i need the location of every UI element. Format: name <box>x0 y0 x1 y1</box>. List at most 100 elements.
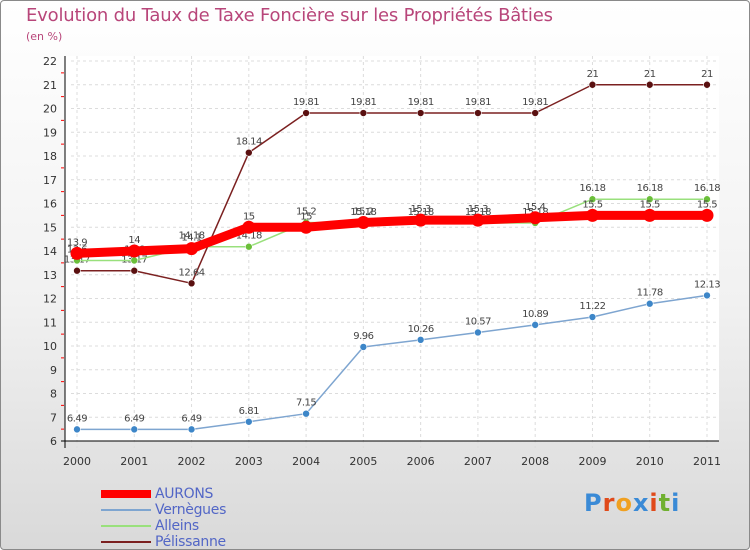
data-label-aurons: 15.4 <box>525 202 545 213</box>
data-point-aurons <box>242 220 256 234</box>
x-tick-label: 2000 <box>63 455 91 468</box>
data-label-alleins: 16.18 <box>694 183 720 194</box>
legend-item-alleins: Alleins <box>101 518 226 534</box>
data-point-vernegues <box>359 343 368 351</box>
data-point-pelissanne <box>645 80 654 89</box>
data-label-vernegues: 10.57 <box>465 316 491 327</box>
data-label-pelissanne: 21 <box>701 69 713 80</box>
data-point-aurons <box>70 246 84 260</box>
data-point-aurons <box>185 242 199 256</box>
data-label-aurons: 15.5 <box>582 199 602 210</box>
x-tick-label: 2001 <box>120 455 148 468</box>
data-label-vernegues: 9.96 <box>353 331 373 342</box>
data-label-pelissanne: 19.81 <box>465 97 491 108</box>
x-tick-label: 2006 <box>407 455 435 468</box>
data-label-vernegues: 12.13 <box>694 279 720 290</box>
data-point-aurons <box>528 211 542 225</box>
logo-letter: x <box>632 489 650 517</box>
x-tick-label: 2008 <box>521 455 549 468</box>
y-tick-label: 19 <box>43 126 57 139</box>
data-label-aurons: 15.2 <box>353 207 373 218</box>
data-label-alleins: 14.18 <box>236 231 262 242</box>
data-point-vernegues <box>245 417 253 426</box>
y-tick-label: 21 <box>43 79 57 92</box>
data-label-vernegues: 11.22 <box>579 301 605 312</box>
data-label-aurons: 15.3 <box>468 204 488 215</box>
data-label-alleins: 15.18 <box>408 207 434 218</box>
data-label-pelissanne: 19.81 <box>293 97 319 108</box>
data-point-vernegues <box>130 425 139 434</box>
data-label-aurons: 15.5 <box>640 199 660 210</box>
y-tick-label: 8 <box>50 388 57 401</box>
data-label-pelissanne: 18.14 <box>236 137 262 148</box>
legend-item-aurons: AURONS <box>101 486 226 502</box>
y-tick-label: 6 <box>50 435 57 448</box>
data-label-pelissanne: 19.81 <box>522 97 548 108</box>
y-tick-label: 10 <box>43 340 57 353</box>
data-label-alleins: 15.18 <box>350 207 376 218</box>
data-point-alleins <box>130 256 139 265</box>
data-label-pelissanne: 19.81 <box>408 97 434 108</box>
data-label-pelissanne: 21 <box>644 69 656 80</box>
data-label-aurons: 15 <box>300 211 312 222</box>
data-point-pelissanne <box>703 80 711 89</box>
data-label-pelissanne: 21 <box>587 69 599 80</box>
y-tick-label: 20 <box>43 103 57 116</box>
legend: AURONS Vernègues Alleins Pélissanne <box>101 486 226 549</box>
data-label-alleins: 16.18 <box>637 183 663 194</box>
x-tick-label: 2003 <box>235 455 263 468</box>
data-label-vernegues: 6.49 <box>181 413 201 424</box>
data-label-aurons: 15.5 <box>697 199 717 210</box>
data-point-aurons <box>700 208 714 222</box>
data-point-vernegues <box>416 336 425 344</box>
legend-swatch-pelissanne <box>101 541 151 543</box>
data-point-pelissanne <box>302 109 310 117</box>
data-point-aurons <box>471 213 485 227</box>
data-point-aurons <box>356 216 370 229</box>
series-line-aurons <box>72 210 712 258</box>
data-point-aurons <box>585 208 599 222</box>
data-point-pelissanne <box>474 109 482 117</box>
y-tick-label: 15 <box>43 221 57 234</box>
y-tick-label: 9 <box>50 364 57 377</box>
legend-swatch-alleins <box>101 525 151 527</box>
legend-swatch-vernegues <box>101 509 151 511</box>
data-point-vernegues <box>474 328 482 337</box>
x-tick-label: 2009 <box>578 455 606 468</box>
logo-letter: r <box>602 489 616 517</box>
data-label-vernegues: 6.49 <box>67 413 87 424</box>
x-tick-label: 2011 <box>693 455 721 468</box>
data-point-vernegues <box>187 425 196 434</box>
legend-swatch-aurons <box>101 490 151 498</box>
data-point-vernegues <box>703 291 711 300</box>
y-tick-label: 12 <box>43 293 57 306</box>
chart-title: Evolution du Taux de Taxe Foncière sur l… <box>26 5 553 26</box>
data-point-pelissanne <box>187 279 196 288</box>
data-point-pelissanne <box>130 266 139 275</box>
proxiti-logo: Proxiti <box>584 489 680 517</box>
y-tick-label: 14 <box>43 245 57 258</box>
data-point-aurons <box>414 213 428 227</box>
data-label-aurons: 14 <box>128 235 140 246</box>
logo-letter: P <box>584 489 603 517</box>
data-point-aurons <box>643 208 657 222</box>
y-axis-unit-label: (en %) <box>26 30 63 43</box>
data-label-vernegues: 10.26 <box>408 324 434 335</box>
data-point-vernegues <box>73 425 81 434</box>
data-label-aurons: 14.1 <box>181 233 201 244</box>
data-point-pelissanne <box>531 109 539 117</box>
y-tick-label: 13 <box>43 269 57 282</box>
data-point-aurons <box>299 220 313 234</box>
data-label-alleins: 15.2 <box>296 207 316 218</box>
data-point-aurons <box>127 244 141 258</box>
data-point-alleins <box>645 195 654 204</box>
legend-item-vernegues: Vernègues <box>101 502 226 518</box>
data-label-aurons: 15 <box>243 211 255 222</box>
logo-letter: o <box>615 489 633 517</box>
data-label-pelissanne: 12.64 <box>178 267 204 278</box>
y-tick-label: 22 <box>43 55 57 68</box>
data-point-pelissanne <box>588 80 597 89</box>
data-label-vernegues: 6.49 <box>124 413 144 424</box>
